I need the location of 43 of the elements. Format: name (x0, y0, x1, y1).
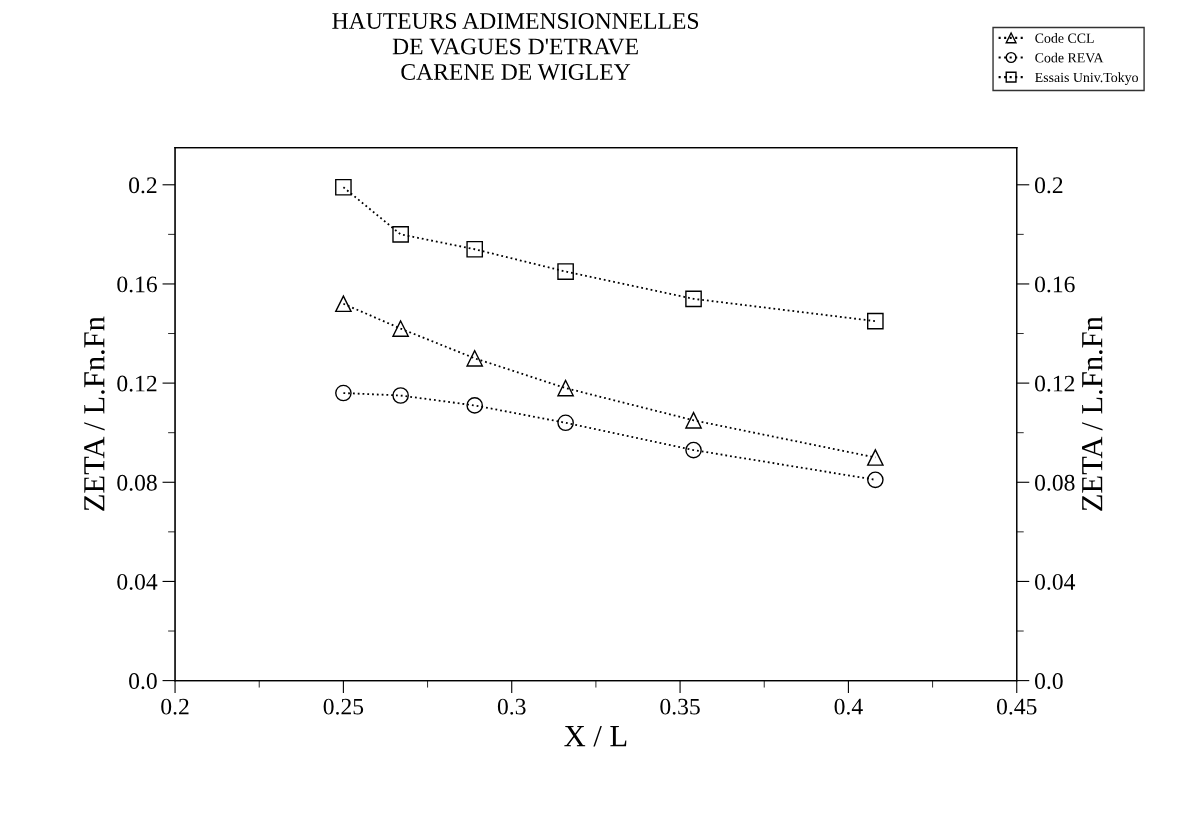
y-tick-label: 0.16 (117, 276, 157, 293)
x-tick-label: 0.4 (834, 698, 863, 715)
y-tick-label: 0.04 (117, 573, 158, 590)
point (867, 449, 884, 466)
point (557, 379, 574, 397)
legend-label: Essais Univ.Tokyo (1035, 72, 1139, 85)
y2-axis-title: ZETA / L.Fn.Fn (1082, 316, 1103, 511)
point (392, 387, 409, 404)
point (466, 349, 484, 367)
point (867, 312, 884, 330)
point (466, 240, 484, 258)
y2-tick-label: 0.2 (1035, 177, 1063, 194)
y-tick-label: 0.2 (129, 177, 157, 194)
x-tick-label: 0.2 (161, 698, 189, 715)
x-tick-label: 0.45 (996, 698, 1037, 715)
point (466, 397, 484, 414)
x-axis-title: X / L (564, 725, 627, 747)
point (685, 441, 702, 459)
point (557, 263, 574, 280)
point (557, 414, 574, 432)
y2-tick-label: 0.04 (1035, 573, 1076, 590)
point (335, 384, 352, 402)
x-tick-label: 0.3 (497, 698, 526, 715)
point (685, 290, 702, 308)
y-axis-title: ZETA / L.Fn.Fn (84, 316, 105, 511)
x-tick-label: 0.25 (323, 698, 364, 715)
y2-tick-label: 0.0 (1035, 673, 1063, 690)
chart-title: HAUTEURS ADIMENSIONNELLES DE VAGUES D'ETRAVE CARENE DE WIGLEY (332, 13, 699, 81)
point (335, 295, 352, 313)
point (335, 178, 352, 196)
legend-label: Code REVA (1035, 52, 1104, 63)
legend-label: Code CCL (1035, 33, 1094, 43)
point (685, 411, 702, 429)
y-tick-label: 0.0 (129, 673, 157, 690)
y2-tick-label: 0.12 (1035, 375, 1075, 392)
y2-tick-label: 0.08 (1035, 474, 1075, 491)
point (392, 320, 409, 337)
y-tick-label: 0.08 (117, 474, 157, 491)
point (392, 226, 409, 243)
point (867, 471, 884, 489)
x-tick-label: 0.35 (660, 698, 700, 715)
y-tick-label: 0.12 (117, 375, 157, 392)
y2-tick-label: 0.16 (1035, 276, 1075, 293)
